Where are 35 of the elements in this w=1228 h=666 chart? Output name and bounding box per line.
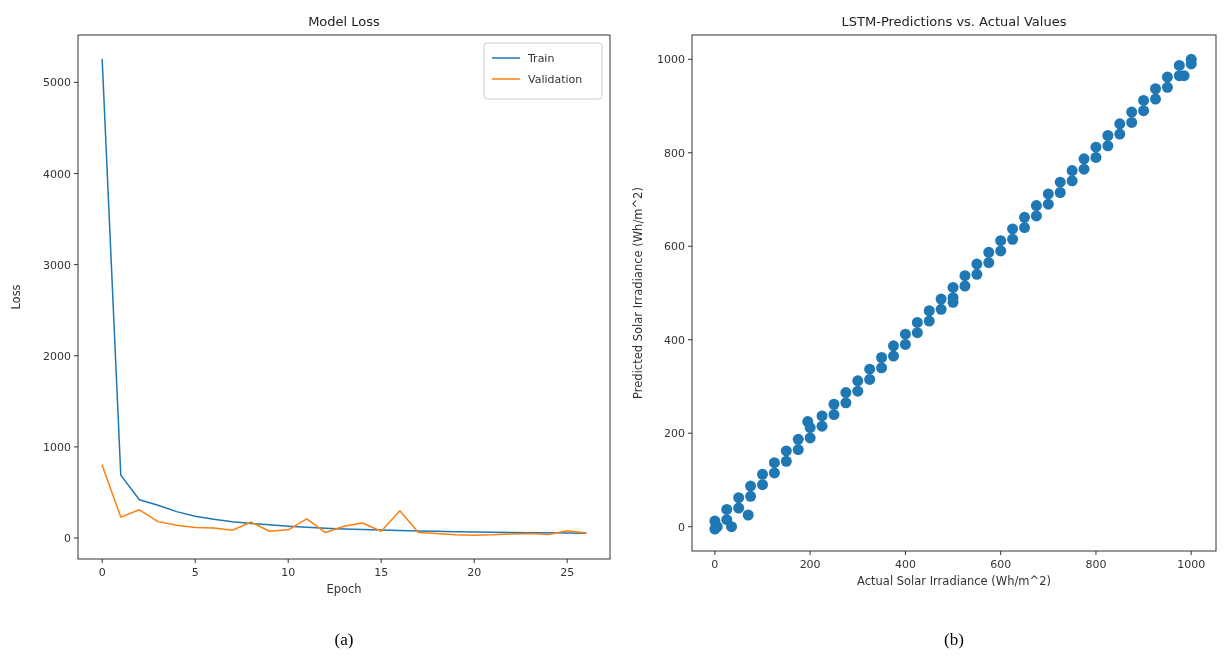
y-tick-label: 400: [664, 333, 685, 347]
y-tick-label: 1000: [657, 53, 685, 67]
text: (a): [334, 630, 354, 649]
y-tick-label: 4000: [43, 167, 71, 181]
x-axis-title: Epoch: [326, 582, 362, 596]
y-tick-label: 0: [678, 520, 685, 534]
y-tick-label: 2000: [43, 349, 71, 363]
x-axis-title: Actual Solar Irradiance (Wh/m^2): [857, 574, 1051, 588]
text: (b): [944, 630, 964, 649]
x-tick-label: 10: [281, 566, 296, 579]
y-tick-label: 800: [664, 146, 685, 160]
y-tick-label: 1000: [43, 440, 71, 454]
y-tick-label: 5000: [43, 76, 71, 90]
y-tick-label: 200: [664, 427, 685, 441]
x-tick-label: 800: [1085, 558, 1107, 571]
x-tick-label: 15: [374, 566, 389, 579]
chart-title: Model Loss: [308, 14, 381, 29]
y-axis-title: Loss: [9, 284, 23, 310]
x-tick-label: 200: [799, 558, 821, 571]
x-tick-label: 600: [990, 558, 1012, 571]
y-axis-title: Predicted Solar Irradiance (Wh/m^2): [631, 187, 645, 399]
y-tick-label: 3000: [43, 258, 71, 272]
line-series: [101, 464, 587, 537]
y-tick-label: 0: [64, 532, 71, 546]
x-tick-label: 5: [191, 566, 199, 579]
x-tick-label: 20: [467, 566, 482, 579]
legend-label: Validation: [528, 73, 583, 86]
x-tick-label: 1000: [1177, 558, 1206, 571]
x-tick-label: 25: [560, 566, 575, 579]
x-tick-label: 0: [98, 566, 106, 579]
y-tick-label: 600: [664, 240, 685, 254]
x-tick-label: 400: [894, 558, 916, 571]
chart-title: LSTM-Predictions vs. Actual Values: [841, 14, 1067, 29]
x-tick-label: 0: [711, 558, 719, 571]
legend-label: Train: [527, 52, 555, 65]
